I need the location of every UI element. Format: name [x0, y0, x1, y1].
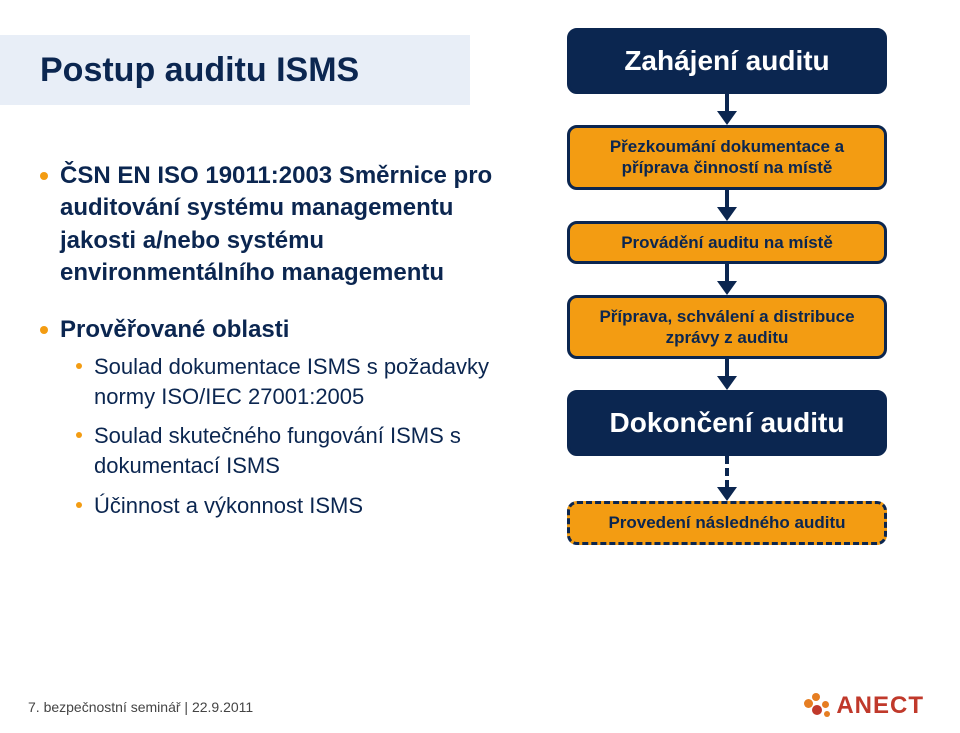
logo-text: ANECT — [836, 692, 924, 720]
arrow-down-icon — [717, 281, 737, 295]
flowchart: Zahájení auditu Přezkoumání dokumentace a… — [552, 28, 902, 545]
footer-text: 7. bezpečnostní seminář | 22.9.2011 — [28, 699, 253, 715]
flow-node-3: Příprava, schválení a distribuce zprávy … — [567, 295, 887, 360]
slide: Postup auditu ISMS ČSN EN ISO 19011:2003… — [0, 0, 960, 733]
logo-icon — [802, 691, 832, 721]
sub-text-0: Soulad dokumentace ISMS s požadavky norm… — [94, 352, 500, 411]
bullet2-header: Prověřované oblasti — [60, 314, 289, 346]
bullet-dot-icon — [40, 326, 48, 334]
flow-connector-2 — [725, 264, 729, 282]
arrow-down-icon — [717, 111, 737, 125]
sub-dot-icon — [76, 502, 82, 508]
bullet-item-1: ČSN EN ISO 19011:2003 Směrnice pro audit… — [40, 160, 500, 290]
bullet-item-2: Prověřované oblasti — [40, 314, 500, 346]
flow-node-1: Přezkoumání dokumentace a příprava činno… — [567, 125, 887, 190]
sub-text-2: Účinnost a výkonnost ISMS — [94, 491, 363, 521]
left-column: ČSN EN ISO 19011:2003 Směrnice pro audit… — [40, 160, 500, 530]
slide-title: Postup auditu ISMS — [40, 51, 359, 90]
flow-node-5: Provedení následného auditu — [567, 501, 887, 544]
flow-node-2: Provádění auditu na místě — [567, 221, 887, 264]
sub-dot-icon — [76, 432, 82, 438]
bullet-dot-icon — [40, 172, 48, 180]
flow-connector-0 — [725, 94, 729, 112]
flow-node-0: Zahájení auditu — [567, 28, 887, 94]
sub-item: Soulad skutečného fungování ISMS s dokum… — [76, 421, 500, 480]
flow-connector-4 — [725, 456, 729, 488]
sub-list: Soulad dokumentace ISMS s požadavky norm… — [76, 352, 500, 520]
sub-dot-icon — [76, 363, 82, 369]
sub-text-1: Soulad skutečného fungování ISMS s dokum… — [94, 421, 500, 480]
logo: ANECT — [802, 691, 924, 721]
arrow-down-icon — [717, 376, 737, 390]
arrow-down-icon — [717, 487, 737, 501]
flow-node-4: Dokončení auditu — [567, 390, 887, 456]
title-band: Postup auditu ISMS — [0, 35, 470, 105]
sub-item: Účinnost a výkonnost ISMS — [76, 491, 500, 521]
sub-item: Soulad dokumentace ISMS s požadavky norm… — [76, 352, 500, 411]
flow-connector-3 — [725, 359, 729, 377]
arrow-down-icon — [717, 207, 737, 221]
flow-connector-1 — [725, 190, 729, 208]
bullet1-text: ČSN EN ISO 19011:2003 Směrnice pro audit… — [60, 160, 500, 290]
